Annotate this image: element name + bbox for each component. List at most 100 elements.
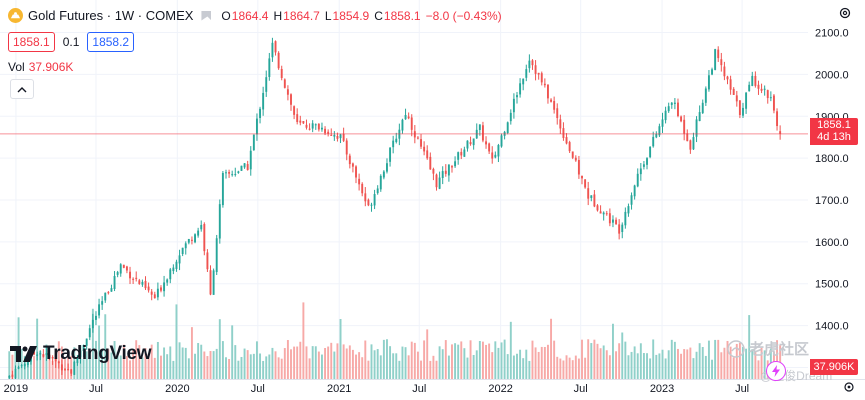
candle-body	[416, 137, 419, 139]
volume-bar	[215, 348, 218, 379]
candle-body	[779, 131, 782, 134]
volume-bar	[615, 351, 618, 379]
candle	[723, 61, 726, 81]
time-tick-label: Jul	[89, 383, 103, 395]
candle-body	[522, 78, 525, 85]
candle	[339, 133, 342, 144]
candle-body	[184, 243, 187, 249]
volume-bar	[206, 356, 209, 379]
candle-body	[379, 175, 382, 190]
candle	[491, 146, 494, 164]
volume-bar	[512, 355, 515, 379]
lightning-icon[interactable]	[766, 361, 786, 381]
candle-body	[652, 136, 655, 147]
volume-bar	[324, 347, 327, 379]
candle-body	[274, 41, 277, 53]
volume-bar	[342, 344, 345, 379]
candle	[255, 113, 258, 141]
candle-body	[605, 213, 608, 215]
candle	[497, 143, 500, 163]
symbol-legend[interactable]: Gold Futures · 1W · COMEX O1864.4 H1864.7…	[8, 8, 507, 23]
volume-bar	[190, 327, 193, 379]
ask-price-button[interactable]: 1858.2	[87, 32, 135, 52]
collapse-legend-button[interactable]	[10, 79, 34, 99]
candle-body	[305, 124, 308, 128]
candle-body	[228, 171, 231, 174]
candle-body	[355, 166, 357, 178]
candle	[550, 98, 553, 103]
axis-settings-icon[interactable]	[843, 381, 855, 393]
symbol-title: Gold Futures · 1W · COMEX	[28, 8, 194, 23]
candle	[435, 173, 438, 191]
volume-bar	[463, 348, 466, 379]
candle	[57, 360, 60, 369]
volume-bar	[621, 332, 624, 379]
volume-bar	[423, 340, 426, 379]
chevron-up-icon	[17, 86, 27, 92]
time-axis[interactable]: 2019 Jul 2020 Jul 2021 Jul 2022 Jul 2023 Jul	[0, 379, 865, 396]
volume-bar	[243, 348, 246, 379]
candle	[194, 233, 196, 244]
bookmark-icon[interactable]	[201, 10, 212, 21]
candle	[416, 136, 419, 140]
candle	[714, 48, 717, 71]
bid-price-button[interactable]: 1858.1	[8, 32, 55, 52]
volume-bar	[695, 351, 698, 379]
candle	[14, 365, 17, 380]
candle	[460, 148, 463, 160]
candle-body	[33, 351, 36, 355]
volume-bar	[221, 341, 224, 379]
candle	[42, 349, 45, 358]
candle-body	[110, 288, 113, 292]
volume-bar	[426, 329, 429, 379]
candle	[308, 123, 311, 131]
candle	[305, 119, 308, 130]
volume-bar	[125, 356, 128, 379]
tradingview-logo[interactable]: TradingView	[10, 343, 152, 365]
candle	[382, 170, 385, 180]
volume-bar	[42, 355, 45, 379]
candle-body	[113, 275, 116, 290]
volume-bar	[274, 351, 277, 379]
candle-body	[190, 239, 193, 241]
candle-body	[624, 211, 627, 226]
volume-bar	[745, 348, 748, 379]
volume-legend[interactable]: Vol 37.906K	[8, 60, 73, 74]
candle	[11, 370, 14, 380]
candle-body	[147, 286, 150, 291]
price-axis-bg	[812, 0, 865, 400]
candle-body	[163, 282, 166, 292]
volume-bar	[150, 344, 153, 379]
candle-body	[633, 185, 636, 197]
candle	[754, 71, 757, 88]
volume-bar	[481, 341, 484, 379]
candle-body	[60, 364, 63, 371]
candle-body	[574, 157, 577, 161]
candle	[621, 222, 624, 239]
volume-bar	[407, 355, 410, 379]
volume-bars	[8, 302, 782, 379]
volume-bar	[36, 318, 39, 379]
volume-bar	[302, 302, 305, 379]
candle	[401, 118, 404, 134]
candle-body	[141, 281, 144, 285]
candle	[475, 123, 478, 139]
candle-body	[677, 102, 679, 117]
candle-body	[116, 272, 119, 275]
candle-body	[240, 165, 243, 171]
volume-bar	[225, 357, 227, 379]
candle	[680, 115, 683, 123]
candle-body	[655, 134, 658, 138]
volume-bar	[658, 353, 661, 379]
volume-bar	[565, 355, 568, 379]
price-tick-label: 2000.0	[815, 69, 849, 81]
candle	[398, 123, 401, 146]
candle	[683, 115, 686, 141]
volume-bar	[129, 360, 131, 379]
candle	[376, 185, 379, 195]
candle	[658, 123, 661, 138]
candle-body	[20, 365, 23, 367]
price-axis[interactable]: 1300.01400.01500.01600.01700.01800.01900…	[812, 0, 865, 400]
settings-icon[interactable]	[838, 6, 852, 20]
